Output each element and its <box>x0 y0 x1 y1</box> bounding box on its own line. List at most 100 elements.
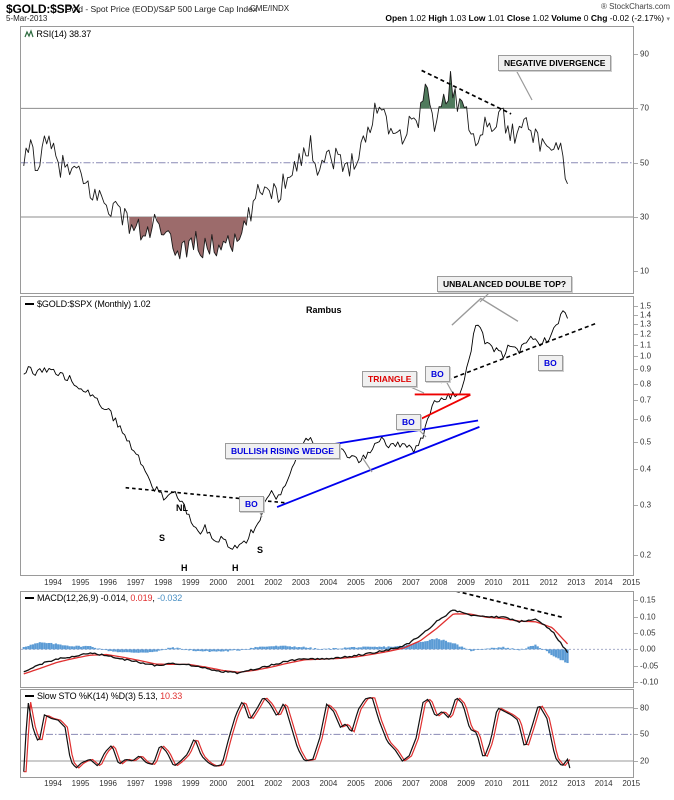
macd-axis-label: 0.05 <box>640 628 656 638</box>
axis-tick <box>634 682 638 684</box>
label-head-right: H <box>232 563 239 573</box>
callout-breakout-neckline: BO <box>239 496 264 512</box>
price-axis-label: 1.0 <box>640 351 652 361</box>
x-axis-year-label: 1996 <box>99 578 117 587</box>
x-axis-year-label: 2006 <box>374 578 393 587</box>
axis-tick <box>634 108 638 110</box>
axis-tick <box>634 369 638 371</box>
quote-label-close: Close <box>506 13 530 23</box>
symbol-title: $GOLD:$SPX <box>6 2 81 16</box>
rsi-axis-label: 70 <box>640 103 649 113</box>
legend-line-swatch <box>25 695 34 697</box>
chart-header: $GOLD:$SPX Gold - Spot Price (EOD)/S&P 5… <box>0 0 674 24</box>
chevron-down-icon[interactable]: ▾ <box>666 16 670 23</box>
axis-tick <box>634 306 638 308</box>
price-axis-label: 0.4 <box>640 464 652 474</box>
axis-tick <box>634 734 638 736</box>
x-axis-year-label: 2003 <box>291 578 310 587</box>
axis-tick <box>634 665 638 667</box>
x-axis-year-label: 2010 <box>484 578 503 587</box>
price-axis-label: 1.1 <box>640 340 652 350</box>
stochastic-axis-label: 50 <box>640 729 649 739</box>
stochastic-axis-label: 80 <box>640 703 649 713</box>
axis-tick <box>634 54 638 56</box>
quote-label-open: Open <box>385 13 408 23</box>
symbol-description: Gold - Spot Price (EOD)/S&P 500 Large Ca… <box>65 4 258 14</box>
x-axis-year-label: 1999 <box>181 578 200 587</box>
x-axis-year-label: 2008 <box>429 578 448 587</box>
price-legend-text: $GOLD:$SPX (Monthly) 1.02 <box>37 299 151 309</box>
x-axis-year-label: 2002 <box>264 578 283 587</box>
quote-value-low: 1.01 <box>487 13 505 23</box>
legend-line-swatch <box>25 303 34 305</box>
sto-legend: Slow STO %K(14) %D(3) 5.13, 10.33 <box>25 691 182 701</box>
rsi-axis-label: 30 <box>640 212 649 222</box>
x-axis-price: 1994 1995 1996 1997 1998 1999 2000 2001 2002 2003… <box>20 578 640 590</box>
axis-tick <box>634 400 638 402</box>
x-axis-year-label: 2011 <box>512 578 530 587</box>
macd-legend: MACD(12,26,9) -0.014, 0.019, -0.032 <box>25 593 182 603</box>
x-axis-year-label: 2014 <box>594 779 613 788</box>
quote-value-high: 1.03 <box>449 13 467 23</box>
price-axis-label: 0.5 <box>640 437 652 447</box>
macd-axis-label: -0.05 <box>640 661 659 671</box>
author-watermark: Rambus <box>306 305 342 315</box>
x-axis-year-label: 2005 <box>347 779 365 788</box>
axis-tick <box>634 344 638 346</box>
x-axis-year-label: 2004 <box>319 779 338 788</box>
axis-tick <box>634 707 638 709</box>
callout-triangle: TRIANGLE <box>362 371 418 387</box>
callout-breakout-recent: BO <box>538 355 563 371</box>
label-neckline: NL <box>176 503 188 513</box>
x-axis-year-label: 2007 <box>402 578 420 587</box>
quote-value-chg: -0.02 (-2.17%) <box>609 13 665 23</box>
rsi-axis-label: 50 <box>640 158 649 168</box>
rsi-axis-label: 90 <box>640 49 649 59</box>
quote-label-volume: Volume <box>551 13 582 23</box>
macd-value: -0.014 <box>100 593 126 603</box>
axis-tick <box>634 554 638 556</box>
axis-tick <box>634 504 638 506</box>
axis-tick <box>634 162 638 164</box>
x-axis-year-label: 2007 <box>402 779 420 788</box>
axis-tick <box>634 324 638 326</box>
x-axis-year-label: 2012 <box>539 779 558 788</box>
x-axis-year-label: 2003 <box>291 779 310 788</box>
rsi-icon <box>24 29 34 38</box>
x-axis-year-label: 2012 <box>539 578 558 587</box>
x-axis-year-label: 2009 <box>457 779 475 788</box>
quote-label-chg: Chg <box>590 13 608 23</box>
x-axis-year-label: 1998 <box>154 779 173 788</box>
label-head-left: H <box>181 563 188 573</box>
axis-tick <box>634 334 638 335</box>
axis-tick <box>634 600 638 602</box>
x-axis-year-label: 1996 <box>99 779 117 788</box>
axis-tick <box>634 632 638 634</box>
legend-line-swatch <box>25 597 34 599</box>
x-axis-year-label: 2013 <box>567 779 586 788</box>
axis-tick <box>634 217 638 218</box>
x-axis-year-label: 2004 <box>319 578 338 587</box>
x-axis-year-label: 1995 <box>71 779 90 788</box>
x-axis-year-label: 1997 <box>126 578 145 587</box>
axis-tick <box>634 271 638 273</box>
x-axis-year-label: 1997 <box>126 779 145 788</box>
price-axis-label: 0.9 <box>640 364 652 374</box>
price-axis-label: 0.6 <box>640 414 652 424</box>
macd-histogram-value: -0.032 <box>157 593 183 603</box>
x-axis-year-label: 2000 <box>209 578 228 587</box>
macd-legend-text: MACD(12,26,9) <box>37 593 99 603</box>
callout-breakout-wedge: BO <box>396 414 421 430</box>
macd-panel: MACD(12,26,9) -0.014, 0.019, -0.032 <box>20 591 634 688</box>
callout-breakout-triangle-top: BO <box>425 366 450 382</box>
callout-bullish-rising-wedge: BULLISH RISING WEDGE <box>225 443 340 459</box>
chart-date: 5-Mar-2013 <box>6 14 48 23</box>
price-axis-label: 1.3 <box>640 319 652 329</box>
price-axis-label: 0.2 <box>640 550 652 560</box>
quote-label-high: High <box>428 13 448 23</box>
price-axis-label: 1.4 <box>640 310 652 320</box>
macd-axis-label: 0.15 <box>640 595 656 605</box>
price-axis-label: 0.3 <box>640 500 652 510</box>
x-axis-year-label: 2002 <box>264 779 283 788</box>
